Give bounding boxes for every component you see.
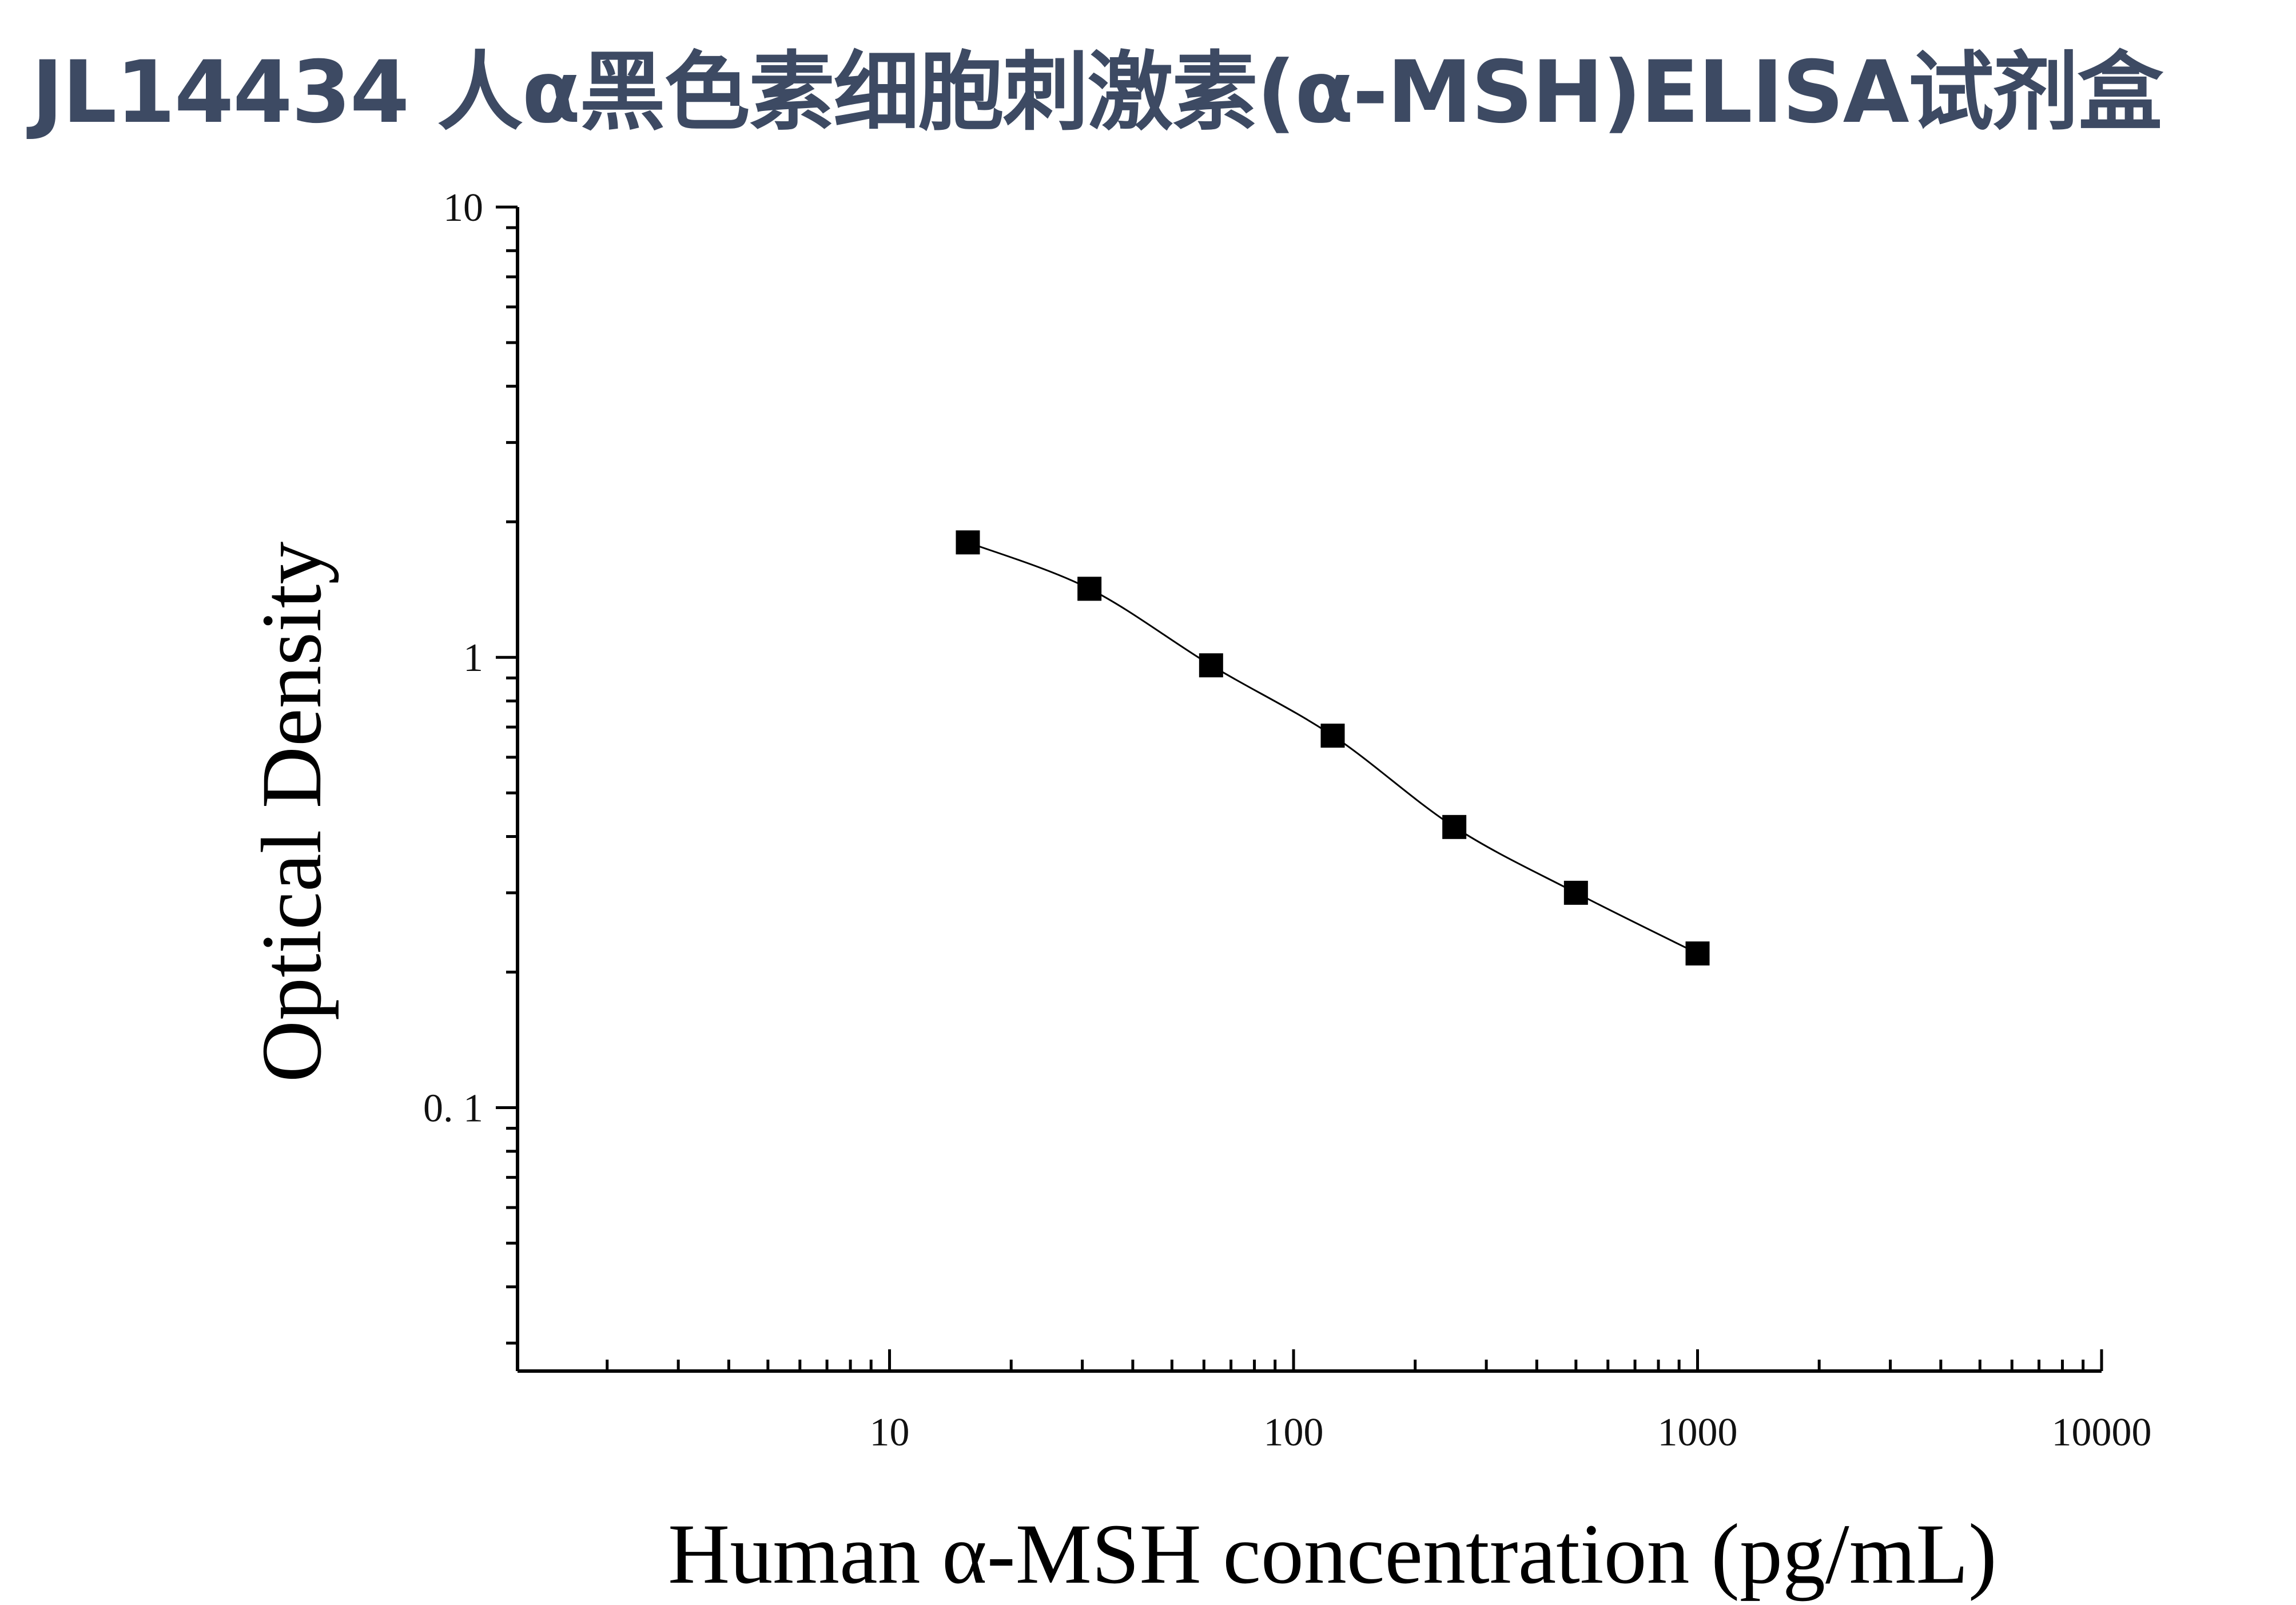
data-point bbox=[1320, 724, 1345, 748]
x-tick-label: 10000 bbox=[2052, 1411, 2152, 1455]
data-points bbox=[956, 530, 1710, 966]
data-point bbox=[1563, 880, 1588, 905]
data-point bbox=[1442, 815, 1467, 839]
data-point bbox=[1685, 941, 1710, 966]
x-tick-label: 100 bbox=[1264, 1411, 1324, 1455]
data-point bbox=[1077, 577, 1102, 601]
x-axis-label: Human α-MSH concentration (pg/mL) bbox=[668, 1507, 1997, 1602]
data-point bbox=[1199, 653, 1223, 678]
tick-labels: 10 100 1000 10000 0. 1 1 10 bbox=[423, 186, 2152, 1455]
fit-curve bbox=[967, 541, 1698, 955]
y-tick-label: 10 bbox=[443, 186, 483, 230]
page-title: JL14434 人α黑色素细胞刺激素(α-MSH)ELISA试剂盒 bbox=[31, 43, 2163, 142]
ticks bbox=[496, 205, 2103, 1371]
x-tick-label: 1000 bbox=[1658, 1411, 1738, 1455]
data-point bbox=[956, 530, 980, 555]
y-tick-label: 0. 1 bbox=[423, 1086, 483, 1130]
y-axis-label: Optical Density bbox=[244, 542, 339, 1083]
axes bbox=[516, 207, 2102, 1373]
y-tick-label: 1 bbox=[463, 636, 483, 680]
x-tick-label: 10 bbox=[870, 1411, 910, 1455]
